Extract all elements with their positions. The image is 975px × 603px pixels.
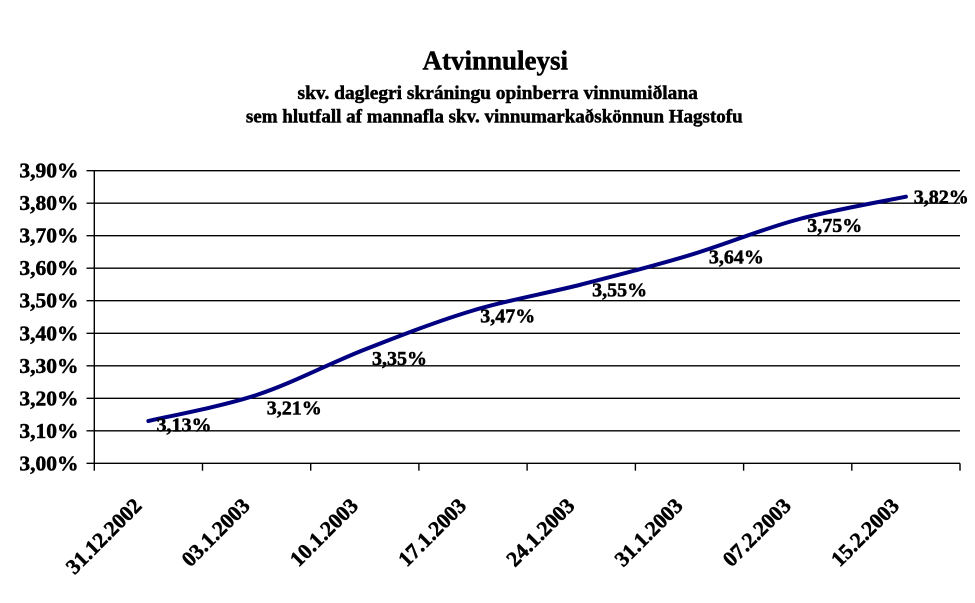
svg-text:sem hlutfall af mannafla skv.: sem hlutfall af mannafla skv. vinnumarka… <box>246 106 743 127</box>
svg-text:3,80%: 3,80% <box>19 191 78 215</box>
svg-text:3,35%: 3,35% <box>372 348 427 370</box>
svg-text:07.2.2003: 07.2.2003 <box>718 493 796 571</box>
svg-text:3,00%: 3,00% <box>19 451 78 475</box>
svg-text:31.12.2002: 31.12.2002 <box>61 494 146 579</box>
svg-text:3,55%: 3,55% <box>592 280 647 302</box>
svg-text:skv. daglegri skráningu opinbe: skv. daglegri skráningu opinberra vinnum… <box>298 83 699 104</box>
svg-text:17.1.2003: 17.1.2003 <box>393 493 471 571</box>
svg-text:3,21%: 3,21% <box>267 398 322 420</box>
svg-text:3,82%: 3,82% <box>914 187 969 209</box>
svg-text:3,40%: 3,40% <box>19 321 78 345</box>
svg-text:24.1.2003: 24.1.2003 <box>502 493 580 571</box>
svg-text:3,60%: 3,60% <box>19 256 78 280</box>
svg-text:3,90%: 3,90% <box>19 159 78 183</box>
svg-text:3,47%: 3,47% <box>480 306 535 328</box>
svg-text:31.1.2003: 31.1.2003 <box>610 493 688 571</box>
svg-text:15.2.2003: 15.2.2003 <box>826 493 904 571</box>
svg-text:3,50%: 3,50% <box>19 289 78 313</box>
svg-text:3,10%: 3,10% <box>19 419 78 443</box>
svg-text:Atvinnuleysi: Atvinnuleysi <box>423 45 569 75</box>
svg-text:3,20%: 3,20% <box>19 386 78 410</box>
svg-text:10.1.2003: 10.1.2003 <box>285 493 363 571</box>
svg-text:3,75%: 3,75% <box>807 215 862 237</box>
svg-text:3,13%: 3,13% <box>157 415 212 437</box>
svg-text:03.1.2003: 03.1.2003 <box>177 493 255 571</box>
svg-text:3,70%: 3,70% <box>19 224 78 248</box>
svg-text:3,64%: 3,64% <box>709 247 764 269</box>
svg-text:3,30%: 3,30% <box>19 354 78 378</box>
